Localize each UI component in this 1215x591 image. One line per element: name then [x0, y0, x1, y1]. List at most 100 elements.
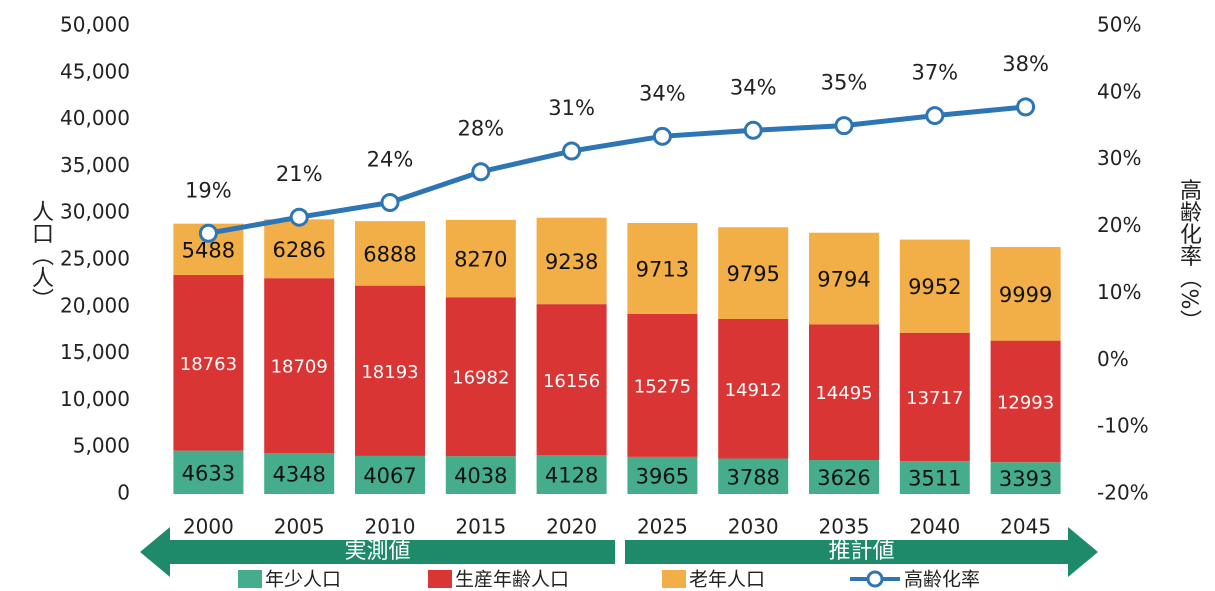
data-label: 4038	[454, 464, 507, 488]
data-label: 16982	[452, 368, 509, 389]
y-tick-label: 30,000	[60, 200, 130, 224]
legend-label: 生産年齢人口	[455, 569, 569, 591]
data-label: 4633	[182, 461, 235, 485]
data-label: 9794	[817, 268, 870, 292]
y-tick-label: 40,000	[60, 106, 130, 130]
bar-segment	[718, 458, 789, 494]
bar-segment	[536, 217, 607, 305]
bar-segment	[899, 461, 970, 494]
bar-segment	[445, 297, 516, 457]
bar-segment	[990, 462, 1061, 494]
y-tick-label: 25,000	[60, 247, 130, 271]
x-tick-label: 2020	[546, 515, 597, 539]
data-label: 13717	[906, 388, 963, 409]
x-tick-label: 2045	[1000, 515, 1051, 539]
line-marker	[471, 162, 491, 182]
y2-tick-label: -10%	[1097, 414, 1149, 438]
y2-tick-label: -20%	[1097, 481, 1149, 505]
y2-tick-label: 20%	[1097, 213, 1141, 237]
data-label: 15275	[634, 376, 691, 397]
legend-swatch	[428, 570, 452, 588]
y2-tick-label: 10%	[1097, 280, 1141, 304]
legend-label: 老年人口	[689, 569, 765, 591]
y2-tick-label: 0%	[1097, 347, 1129, 371]
bar-segment	[627, 456, 698, 494]
x-tick-label: 2015	[455, 515, 506, 539]
data-label: 3788	[726, 465, 779, 489]
data-label: 8270	[454, 248, 507, 272]
line-marker	[834, 116, 854, 136]
bar-segment	[355, 221, 425, 286]
x-tick-label: 2035	[819, 515, 870, 539]
line-marker	[1016, 97, 1036, 117]
data-label: 6888	[363, 242, 416, 266]
bar-segment	[173, 275, 244, 451]
y2-axis-title: 高齢化率（%）	[1176, 179, 1202, 332]
bar-segment	[173, 450, 244, 494]
bar-segment	[809, 460, 879, 494]
data-label: 9713	[636, 257, 689, 281]
y-tick-label: 0	[117, 481, 130, 505]
bar-segment	[990, 340, 1061, 463]
y-tick-label: 35,000	[60, 153, 130, 177]
data-label: 21%	[276, 162, 323, 186]
data-label: 28%	[457, 117, 504, 141]
arrow-label: 推計値	[828, 539, 894, 564]
arrow-label: 実測値	[344, 539, 410, 564]
x-tick-label: 2030	[728, 515, 779, 539]
legend-swatch	[238, 570, 262, 588]
y2-tick-label: 50%	[1097, 13, 1141, 37]
data-label: 34%	[730, 75, 777, 99]
line-marker	[380, 193, 400, 213]
bar-segment	[627, 222, 698, 314]
legend-label: 年少人口	[265, 569, 341, 591]
data-label: 18709	[271, 357, 328, 378]
y-tick-label: 5,000	[73, 434, 130, 458]
data-label: 14495	[815, 383, 872, 404]
y-tick-label: 50,000	[60, 13, 130, 37]
x-tick-label: 2025	[637, 515, 688, 539]
data-label: 19%	[185, 178, 232, 202]
legend-marker	[866, 570, 884, 588]
bar-segment	[355, 285, 425, 456]
bar-segment	[445, 219, 516, 298]
bar-segment	[990, 247, 1061, 341]
bar-segment	[627, 313, 698, 457]
bar-segment	[264, 453, 335, 494]
bar-segment	[718, 318, 789, 459]
y2-tick-label: 30%	[1097, 146, 1141, 170]
y-tick-label: 15,000	[60, 340, 130, 364]
data-label: 3965	[636, 464, 689, 488]
data-label: 24%	[367, 148, 414, 172]
x-tick-label: 2040	[909, 515, 960, 539]
data-label: 37%	[911, 61, 958, 85]
data-label: 34%	[639, 81, 686, 105]
bar-segment	[445, 456, 516, 494]
data-label: 18193	[361, 362, 418, 383]
bar-segment	[264, 278, 335, 454]
y-tick-label: 20,000	[60, 293, 130, 317]
data-label: 4128	[545, 464, 598, 488]
data-label: 12993	[997, 392, 1054, 413]
bar-segment	[809, 324, 879, 461]
y2-tick-label: 40%	[1097, 79, 1141, 103]
line-marker	[562, 141, 582, 161]
data-label: 6286	[272, 238, 325, 262]
data-label: 4067	[363, 464, 416, 488]
data-label: 18763	[180, 354, 237, 375]
data-label: 9795	[726, 262, 779, 286]
x-tick-label: 2010	[365, 515, 416, 539]
x-tick-label: 2005	[274, 515, 325, 539]
line-marker	[198, 223, 218, 243]
bar-segment	[899, 332, 970, 462]
arrow	[625, 527, 1098, 577]
line-marker	[652, 126, 672, 146]
bar-segment	[264, 219, 335, 279]
data-label: 9952	[908, 275, 961, 299]
data-label: 3626	[817, 466, 870, 490]
bar-segment	[355, 455, 425, 494]
data-label: 38%	[1002, 52, 1049, 76]
legend-label: 高齢化率	[904, 569, 980, 591]
line-marker	[743, 120, 763, 140]
